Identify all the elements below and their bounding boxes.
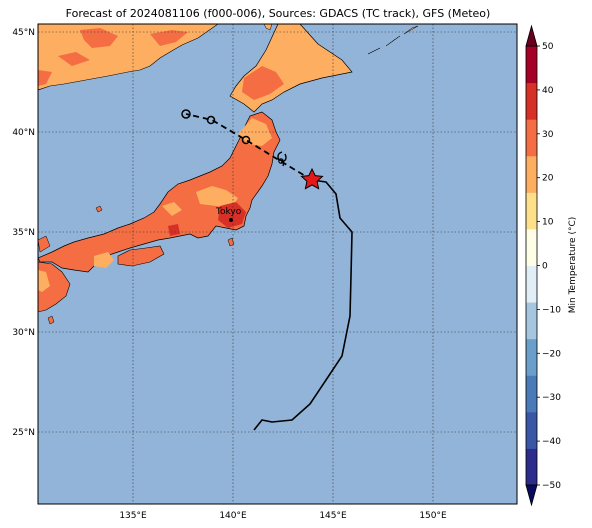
colorbar-band xyxy=(526,411,537,449)
colorbar-band xyxy=(526,265,537,303)
colorbar-band xyxy=(526,448,537,486)
colorbar-top-extension xyxy=(525,24,538,47)
land-islet-1 xyxy=(95,205,103,213)
colorbar-band xyxy=(526,375,537,413)
lat-tick-label: 25°N xyxy=(12,428,35,438)
colorbar-tick-label: 10 xyxy=(542,218,554,228)
land-kurils xyxy=(367,25,419,55)
colorbar-bottom-extension xyxy=(525,484,538,507)
colorbar-band xyxy=(526,192,537,230)
land-honshu-mild-2 xyxy=(196,186,238,208)
land-mainland-warm-3 xyxy=(58,52,90,66)
colorbar-band xyxy=(526,46,537,84)
land-mainland-warm-4 xyxy=(38,70,52,86)
lon-tick-label: 150°E xyxy=(419,511,447,521)
tokyo-marker xyxy=(229,218,233,222)
forecast-position-marker xyxy=(241,135,251,145)
lon-tick-label: 140°E xyxy=(219,511,247,521)
current-position-star xyxy=(300,167,324,190)
colorbar-tick-label: 0 xyxy=(542,262,548,272)
figure-title: Forecast of 2024081106 (f000-006), Sourc… xyxy=(66,7,491,20)
land-islet-3 xyxy=(227,237,235,247)
map-frame xyxy=(37,23,518,505)
lon-tick-label: 135°E xyxy=(119,511,147,521)
land-islet-2 xyxy=(47,315,55,325)
colorbar: 50 40 30 20 10 0 −10 −20 −30 −40 −50 Min Temperatu… xyxy=(525,24,578,507)
lat-tick-label: 30°N xyxy=(12,328,35,338)
land-honshu-mild-3 xyxy=(162,202,182,216)
colorbar-band xyxy=(526,82,537,120)
land-mainland-warm-2 xyxy=(150,30,188,46)
colorbar-band xyxy=(526,228,537,266)
colorbar-band xyxy=(526,119,537,157)
tc-forecast-track xyxy=(185,113,313,181)
tc-observed-track xyxy=(253,179,353,431)
land-hokkaido-warm xyxy=(242,66,284,100)
colorbar-tick-label: 30 xyxy=(542,130,554,140)
colorbar-band xyxy=(526,302,537,340)
colorbar-tick-label: −10 xyxy=(542,305,561,315)
colorbar-tick-label: 50 xyxy=(542,42,554,52)
land-honshu-hot-2 xyxy=(168,224,180,236)
colorbar-band xyxy=(526,155,537,193)
colorbar-tick-label: −50 xyxy=(542,481,561,491)
land-shikoku-mild xyxy=(94,252,114,268)
land-kyushu-mild xyxy=(38,270,50,292)
lat-tick-label: 45°N xyxy=(12,28,35,38)
colorbar-label: Min Temperature (°C) xyxy=(568,217,578,314)
colorbar-tick-label: −40 xyxy=(542,437,561,447)
gridlines xyxy=(38,24,517,504)
storm-center-dot xyxy=(278,158,284,164)
lon-tick-label: 145°E xyxy=(319,511,347,521)
colorbar-tick-label: −30 xyxy=(542,393,561,403)
colorbar-tick-label: 40 xyxy=(542,86,554,96)
forecast-position-marker xyxy=(206,115,216,125)
forecast-position-marker xyxy=(181,109,191,119)
colorbar-tick-label: 20 xyxy=(542,174,554,184)
land-korea-tip xyxy=(38,235,51,253)
land-mainland-warm-1 xyxy=(80,28,118,48)
colorbar-band xyxy=(526,338,537,376)
lat-tick-label: 35°N xyxy=(12,228,35,238)
land-sakhalin xyxy=(263,24,273,31)
city-label-tokyo: Tokyo xyxy=(215,207,242,217)
land-kanto-hot xyxy=(218,202,246,228)
land-shikoku xyxy=(117,245,165,267)
colorbar-tick-label: −20 xyxy=(542,349,561,359)
lat-tick-label: 40°N xyxy=(12,128,35,138)
